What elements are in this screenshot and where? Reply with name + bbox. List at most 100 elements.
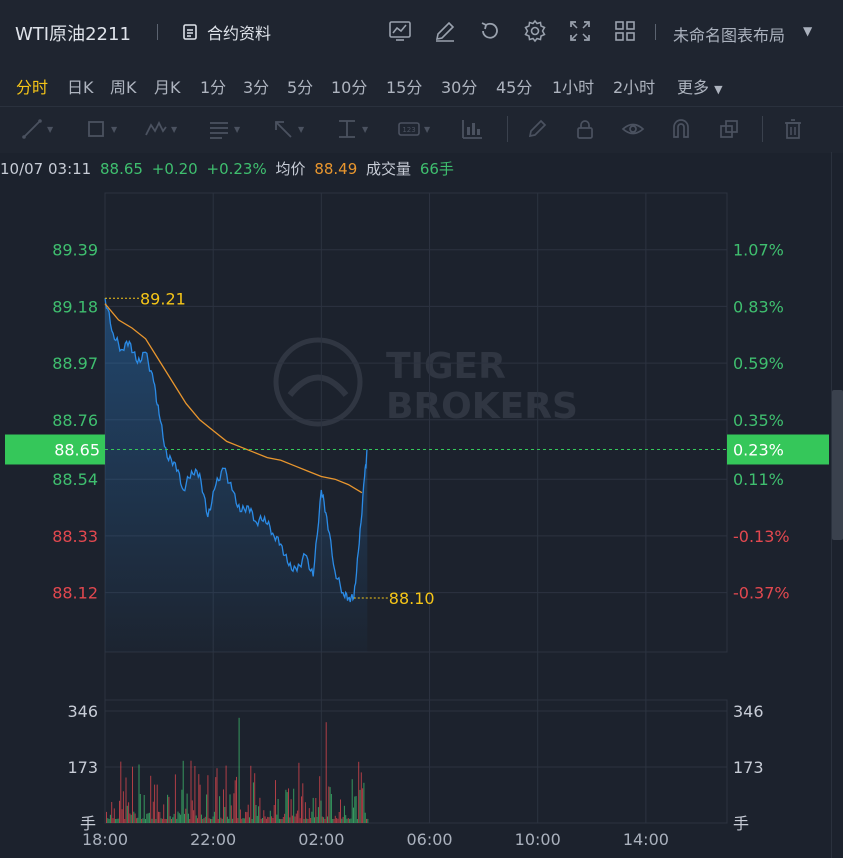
tab-intraday[interactable]: 分时 [16,78,49,97]
y-tick-label-left: 88.54 [52,470,98,489]
volume-bar [338,812,340,823]
volume-bar [125,777,127,823]
volume-bar [173,813,175,823]
volume-bar [340,799,341,823]
lock-icon[interactable] [573,117,597,141]
tab-more-label: 更多 [677,78,710,97]
fullscreen-icon[interactable] [567,18,593,44]
volume-bar [325,722,327,823]
tab-daily[interactable]: 日K [67,78,94,97]
measure-tool-icon[interactable]: ▼ [339,120,369,138]
volume-bar [254,773,256,823]
number-tool-icon[interactable]: 123 ▼ [397,117,430,141]
chart-icon[interactable] [387,18,413,44]
volume-bar [167,794,169,823]
volume-bar [320,800,322,823]
volume-bar [151,818,153,823]
edit-icon[interactable] [432,18,458,44]
volume-bar [225,765,227,823]
volume-bar [185,808,187,823]
trash-icon[interactable] [781,117,805,141]
tab-more[interactable]: 更多 ▼ [677,74,723,98]
tab-3min[interactable]: 3分 [243,78,270,97]
tab-30min[interactable]: 30分 [441,78,478,97]
volume-bar [158,811,159,823]
volume-bar [199,784,201,823]
volume-bar [137,817,139,823]
pen-icon[interactable] [525,117,549,141]
document-icon [183,24,197,40]
volume-bar [180,814,182,823]
y-tick-label-right: 0.11% [733,470,784,489]
tab-10min[interactable]: 10分 [331,78,368,97]
volume-bar [115,819,117,823]
layers-icon[interactable] [717,117,741,141]
volume-bar [172,817,174,823]
current-price-tag-left [5,434,105,465]
volume-bar [124,819,126,823]
volume-bar [330,794,332,823]
volume-bar [334,815,336,823]
magnet-icon[interactable] [669,117,693,141]
volume-bar [246,812,248,823]
volume-bar [142,818,144,823]
volume-bar [146,813,148,823]
arrow-tool-icon[interactable]: ▼ [271,117,304,141]
volume-bar [276,814,278,823]
volume-bar [255,805,257,823]
volume-bar [316,816,318,823]
quote-change-pct: +0.23% [206,160,267,178]
volume-bar [181,789,183,823]
rect-tool-icon[interactable]: ▼ [84,117,117,141]
settings-icon[interactable] [522,18,548,44]
volume-bar [191,800,193,823]
tab-weekly[interactable]: 周K [110,78,137,97]
volume-bar [315,798,317,823]
volume-bar [349,818,351,823]
text-tool-icon[interactable]: ▼ [210,122,241,139]
line-tool-icon[interactable]: ▼ [20,117,53,141]
scrollbar-thumb[interactable] [832,390,843,540]
volume-bar [260,818,262,823]
tab-45min[interactable]: 45分 [496,78,533,97]
volume-bar [251,819,253,823]
refresh-icon[interactable] [477,18,503,44]
volume-bar [282,817,284,823]
x-tick-label: 10:00 [515,830,561,849]
volume-bar [193,810,195,823]
volume-bar [277,799,279,823]
volume-bar [364,812,366,823]
volume-bar [121,809,123,823]
tab-15min[interactable]: 15分 [386,78,423,97]
volume-bar [363,782,365,823]
y-tick-label-left: 88.12 [52,584,98,603]
y-tick-label-right: -0.37% [733,584,790,603]
tab-5min[interactable]: 5分 [287,78,314,97]
tab-2hour[interactable]: 2小时 [613,78,656,97]
volume-tick-left: 173 [67,758,98,777]
volume-label: 成交量 [366,160,412,178]
eye-icon[interactable] [621,117,645,141]
volume-bar [341,818,343,823]
wave-tool-icon[interactable]: ▼ [144,117,177,141]
tab-1min[interactable]: 1分 [200,78,227,97]
contract-info-button[interactable]: 合约资料 [181,20,271,44]
chevron-down-icon[interactable]: ▼ [803,24,813,38]
toolbar-divider [762,116,763,142]
tab-monthly[interactable]: 月K [154,78,181,97]
quote-price: 88.65 [100,160,143,178]
volume-bar [262,818,263,823]
instrument-title[interactable]: WTI原油2211 [15,24,131,45]
layout-select[interactable]: 未命名图表布局 [673,26,786,45]
volume-bar [122,791,124,823]
tab-1hour[interactable]: 1小时 [552,78,595,97]
volume-bar [278,818,280,823]
volume-bar [156,784,158,823]
volume-bar [109,814,111,823]
volume-bar [243,818,245,823]
grid-icon[interactable] [612,18,638,44]
indicator-tool-icon[interactable] [460,117,484,141]
volume-bar [303,819,305,823]
y-tick-label-left: 88.97 [52,354,98,373]
